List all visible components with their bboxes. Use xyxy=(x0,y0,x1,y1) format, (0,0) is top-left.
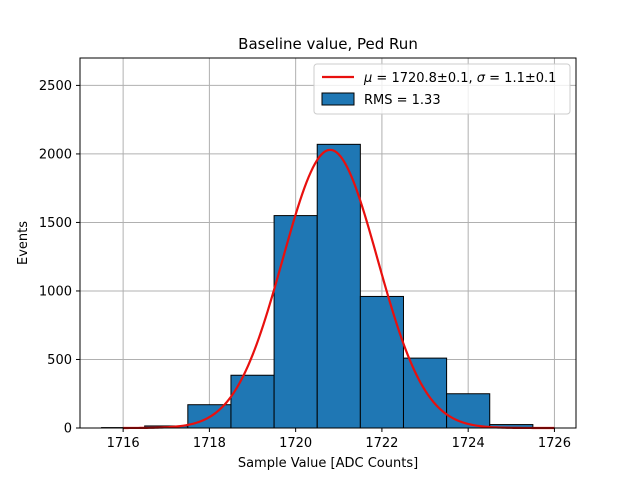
histogram-bar-5 xyxy=(316,143,361,429)
y-tick-label-1: 500 xyxy=(47,353,72,368)
y-axis-label: Events xyxy=(16,221,31,265)
histogram-bar-3 xyxy=(230,374,275,429)
y-axis-ticks: 0 500 1000 1500 2000 2500 xyxy=(39,79,80,437)
chart-title: Baseline value, Ped Run xyxy=(238,35,418,53)
fit-curve xyxy=(123,148,555,430)
x-tick-label-0: 1716 xyxy=(107,436,140,451)
y-tick-label-0: 0 xyxy=(64,422,72,437)
legend-mu-symbol: μ xyxy=(363,71,372,86)
histogram-bar-6 xyxy=(359,295,404,429)
legend-mu-value: = 1720.8±0.1, xyxy=(372,71,476,86)
legend-hist-label: RMS = 1.33 xyxy=(364,93,441,108)
x-tick-label-1: 1718 xyxy=(193,436,226,451)
y-tick-label-2: 1000 xyxy=(39,284,72,299)
x-axis-ticks: 1716 1718 1720 1722 1724 1726 xyxy=(107,428,571,451)
legend: μ = 1720.8±0.1, σ = 1.1±0.1 RMS = 1.33 xyxy=(313,63,571,115)
x-tick-label-3: 1722 xyxy=(365,436,398,451)
histogram-bars xyxy=(101,143,534,429)
histogram-bar-8 xyxy=(446,393,491,429)
x-tick-label-2: 1720 xyxy=(279,436,312,451)
legend-sigma-symbol: σ xyxy=(477,71,486,86)
x-axis-label: Sample Value [ADC Counts] xyxy=(238,456,418,471)
histogram-bar-7 xyxy=(402,357,448,429)
y-tick-label-4: 2000 xyxy=(39,147,72,162)
x-tick-label-4: 1724 xyxy=(452,436,485,451)
histogram-bar-4 xyxy=(273,215,318,429)
legend-fit-label: μ = 1720.8±0.1, σ = 1.1±0.1 xyxy=(363,71,556,86)
gaussian-fit xyxy=(123,148,555,430)
legend-hist-swatch xyxy=(321,92,355,106)
y-tick-label-3: 1500 xyxy=(39,216,72,231)
legend-box xyxy=(313,63,571,115)
x-tick-label-5: 1726 xyxy=(538,436,571,451)
y-tick-label-5: 2500 xyxy=(39,79,72,94)
plot-frame xyxy=(79,57,577,429)
legend-sigma-value: = 1.1±0.1 xyxy=(485,71,556,86)
